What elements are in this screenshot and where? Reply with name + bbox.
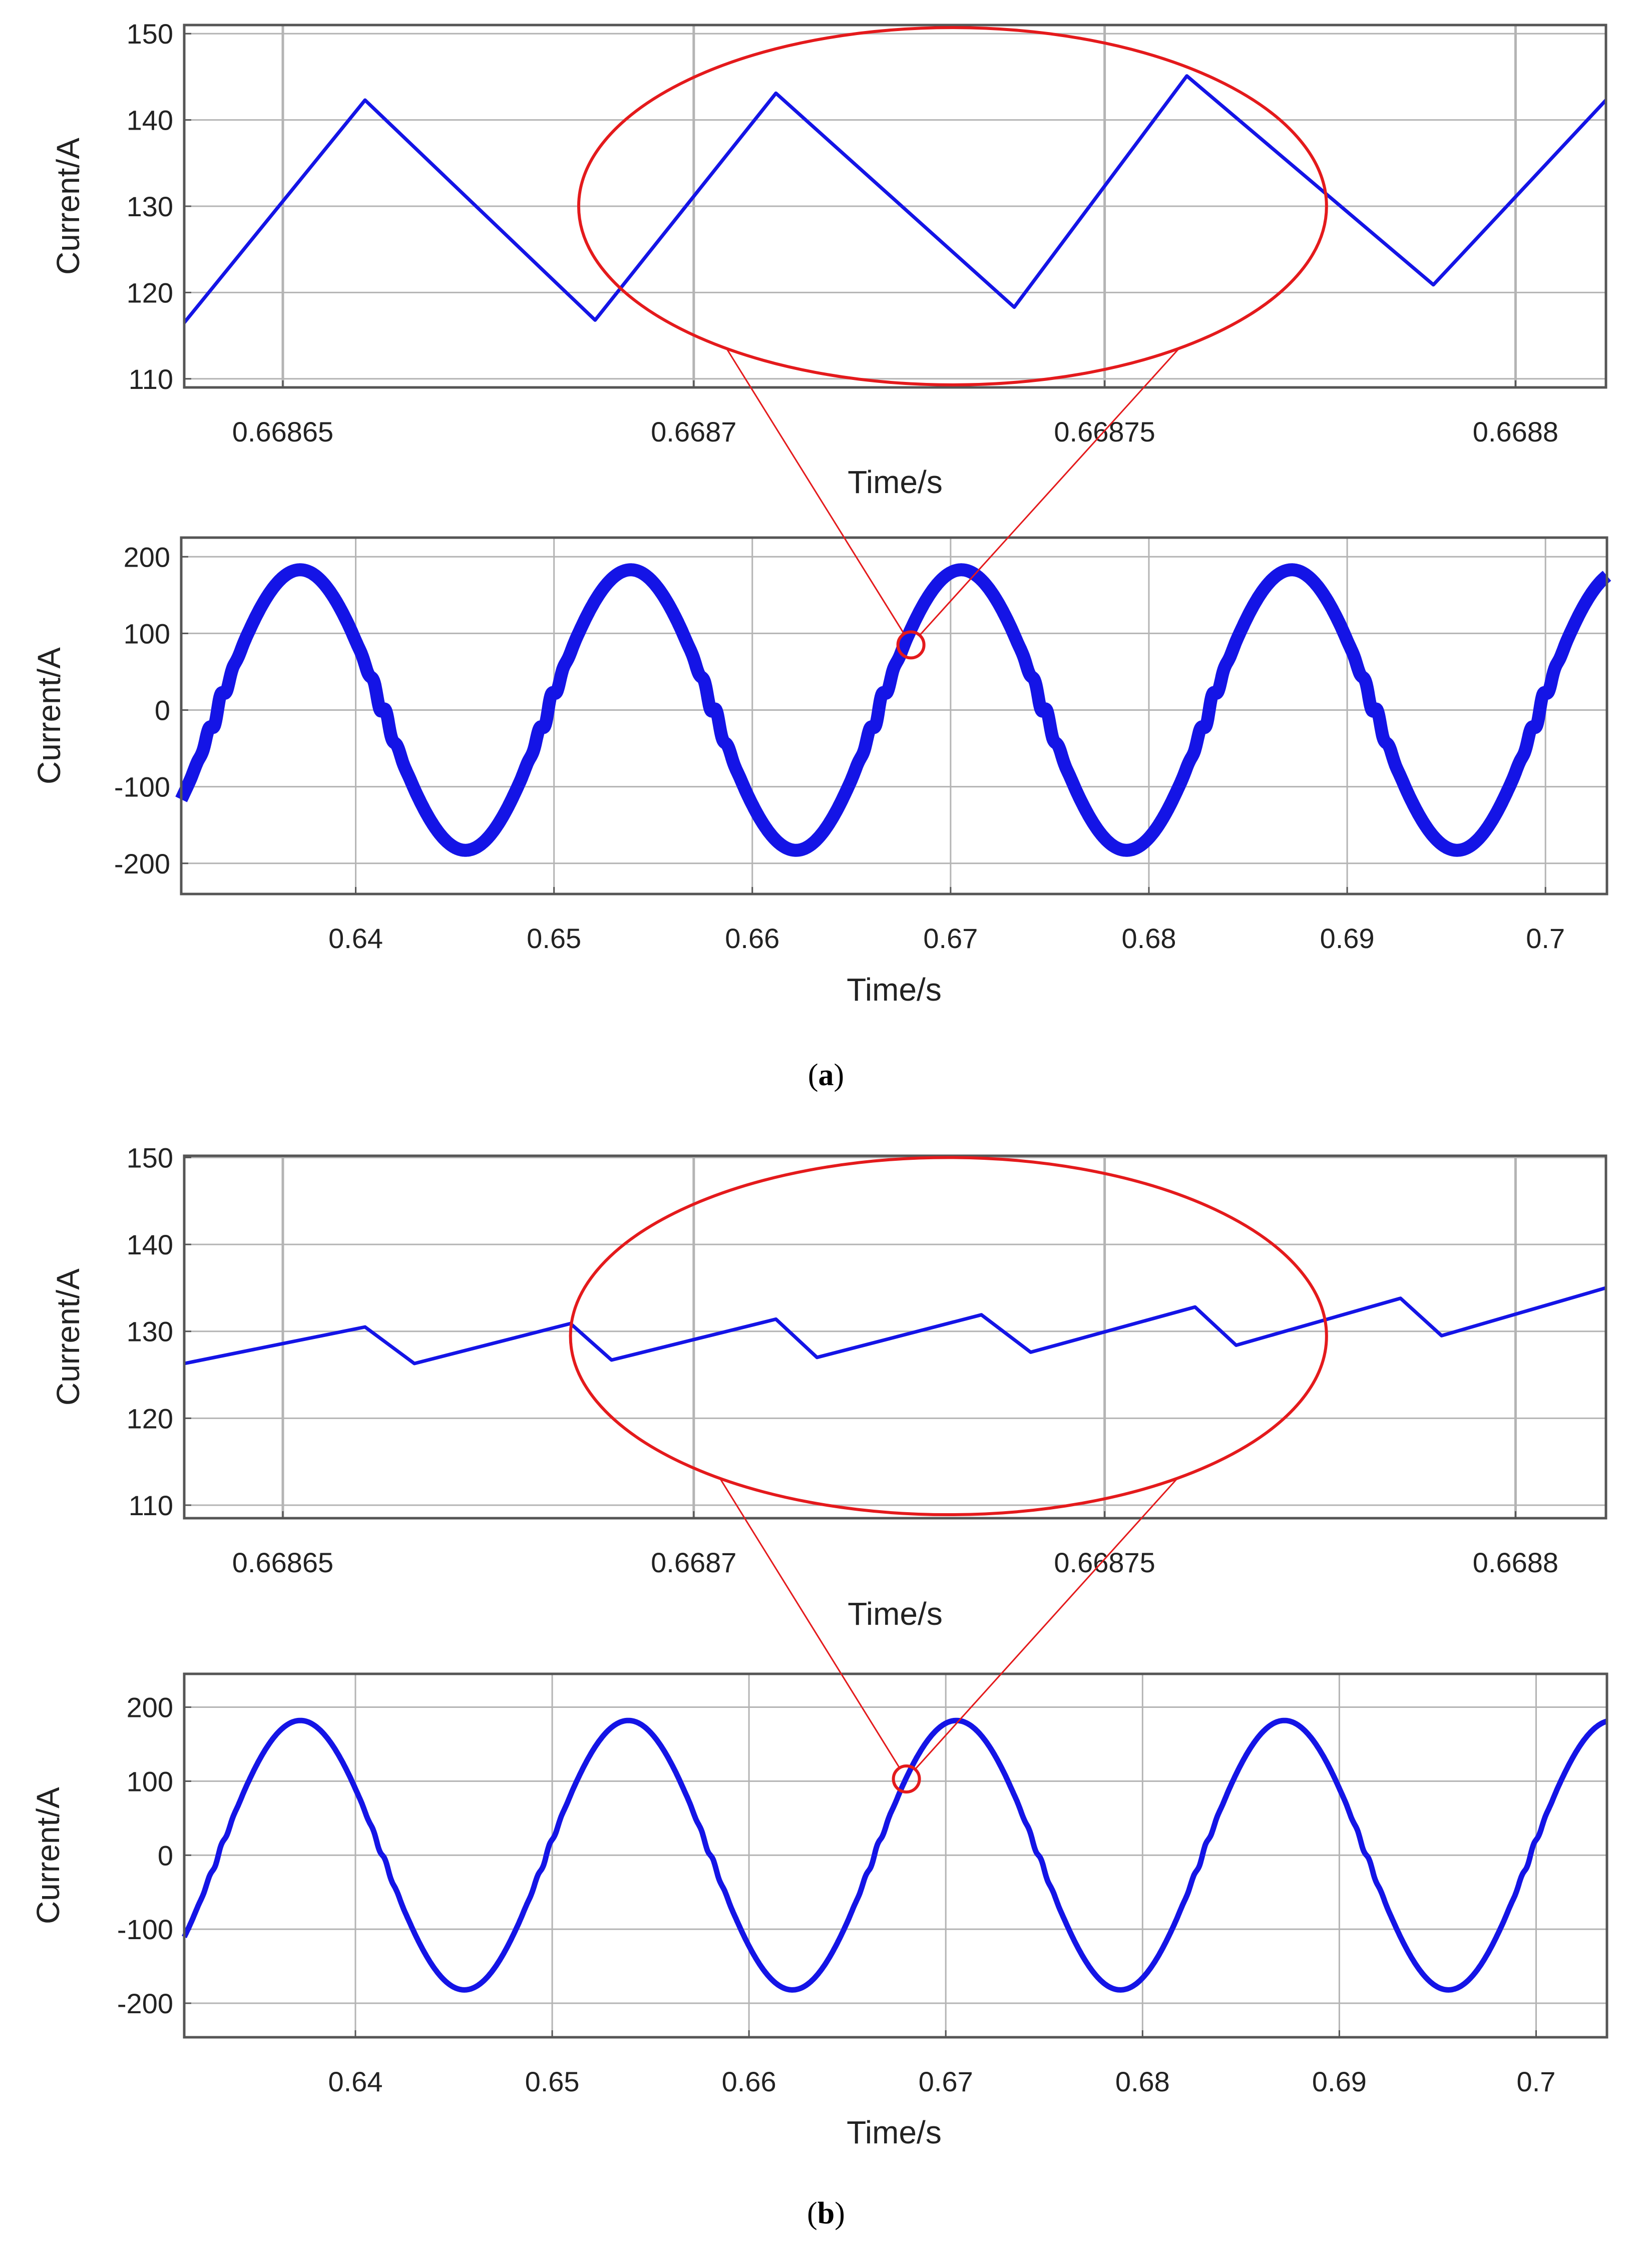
x-tick-label: 0.64 bbox=[328, 923, 383, 954]
chart-b-zoom: 0.66865 0.6687 0.66875 0.6688 110 120 130 140 15… bbox=[50, 1142, 1607, 1632]
y-tick-label: -200 bbox=[114, 848, 170, 879]
y-axis-label: Current/A bbox=[30, 1787, 66, 1924]
y-tick-label: 130 bbox=[127, 191, 173, 222]
grid-lines bbox=[184, 1156, 1606, 1518]
y-tick-label: 110 bbox=[129, 1490, 173, 1521]
x-tick-label: 0.66 bbox=[722, 2066, 776, 2097]
x-tick-label: 0.6688 bbox=[1473, 416, 1558, 447]
x-tick-label: 0.6687 bbox=[651, 416, 736, 447]
current-trace bbox=[182, 1717, 1609, 1993]
y-tick-label: 0 bbox=[155, 695, 170, 726]
current-trace bbox=[183, 74, 1607, 324]
grid-lines bbox=[184, 25, 1606, 387]
x-axis-label: Time/s bbox=[847, 2114, 942, 2150]
x-axis-label: Time/s bbox=[847, 972, 942, 1008]
y-tick-label: 100 bbox=[124, 618, 170, 649]
tick-labels: 0.64 0.65 0.66 0.67 0.68 0.69 0.7 -200 -100 0 100 2… bbox=[117, 1692, 1556, 2097]
callout-connector-line bbox=[719, 1478, 901, 1768]
x-tick-label: 0.69 bbox=[1320, 923, 1375, 954]
x-tick-label: 0.68 bbox=[1121, 923, 1176, 954]
x-tick-label: 0.64 bbox=[328, 2066, 382, 2097]
zoom-ellipse bbox=[577, 26, 1328, 386]
x-tick-label: 0.6688 bbox=[1473, 1547, 1558, 1578]
x-tick-label: 0.6687 bbox=[651, 1547, 736, 1578]
y-tick-label: 100 bbox=[127, 1765, 173, 1797]
y-tick-label: 120 bbox=[127, 277, 173, 308]
y-tick-label: 130 bbox=[127, 1316, 173, 1347]
x-axis-label: Time/s bbox=[848, 1596, 943, 1632]
caption-b: (b) bbox=[807, 2196, 845, 2230]
callout-connector-line bbox=[919, 347, 1180, 636]
x-tick-label: 0.65 bbox=[525, 2066, 580, 2097]
caption-a: (a) bbox=[808, 1058, 844, 1092]
y-tick-label: -100 bbox=[114, 771, 170, 803]
plot-frame bbox=[183, 1154, 1607, 1520]
x-tick-label: 0.66 bbox=[725, 923, 779, 954]
current-trace bbox=[184, 1286, 1606, 1366]
y-axis-label: Current/A bbox=[50, 138, 86, 275]
x-tick-label: 0.66875 bbox=[1054, 1547, 1155, 1578]
zoom-ellipse bbox=[569, 1156, 1328, 1517]
y-tick-label: 150 bbox=[127, 1142, 173, 1173]
y-tick-label: -100 bbox=[117, 1914, 173, 1945]
current-trace bbox=[175, 563, 1613, 857]
zoom-callout-a bbox=[577, 26, 1328, 660]
tick-labels: 0.64 0.65 0.66 0.67 0.68 0.69 0.7 -200 -100 0 100 2… bbox=[114, 541, 1565, 954]
x-tick-label: 0.68 bbox=[1115, 2066, 1170, 2097]
chart-a-zoom: 0.668650.66870.668750.668811012013014015… bbox=[50, 18, 1607, 500]
y-axis-label: Current/A bbox=[50, 1268, 86, 1406]
callout-connector-line bbox=[726, 348, 905, 635]
tick-labels: 0.66865 0.6687 0.66875 0.6688 110 120 130 140 15… bbox=[127, 1142, 1559, 1578]
x-tick-label: 0.65 bbox=[527, 923, 581, 954]
x-tick-label: 0.67 bbox=[919, 2066, 973, 2097]
chart-a-full: 0.64 0.65 0.66 0.67 0.68 0.69 0.7 -200 -100 0 100 2… bbox=[31, 536, 1613, 1008]
y-tick-label: 200 bbox=[127, 1692, 173, 1723]
plot-frame bbox=[183, 1672, 1608, 2039]
x-tick-label: 0.66865 bbox=[232, 1547, 333, 1578]
x-tick-label: 0.66865 bbox=[232, 416, 333, 447]
y-tick-label: -200 bbox=[117, 1988, 173, 2019]
y-tick-label: 150 bbox=[127, 18, 173, 50]
callout-connector-line bbox=[914, 1478, 1178, 1770]
y-tick-label: 140 bbox=[127, 105, 173, 136]
x-axis-label: Time/s bbox=[848, 464, 943, 500]
y-tick-label: 200 bbox=[124, 541, 170, 573]
zoom-source-circle bbox=[892, 1764, 921, 1793]
x-tick-label: 0.7 bbox=[1526, 923, 1565, 954]
y-tick-label: 140 bbox=[127, 1229, 173, 1260]
y-tick-label: 120 bbox=[127, 1403, 173, 1434]
x-tick-label: 0.69 bbox=[1312, 2066, 1367, 2097]
x-tick-label: 0.67 bbox=[923, 923, 978, 954]
y-tick-label: 0 bbox=[158, 1840, 173, 1871]
chart-b-full: 0.64 0.65 0.66 0.67 0.68 0.69 0.7 -200 -100 0 100 2… bbox=[30, 1672, 1609, 2150]
zoom-callout-b bbox=[569, 1156, 1328, 1793]
tick-labels: 0.668650.66870.668750.668811012013014015… bbox=[127, 18, 1559, 447]
plot-frame bbox=[180, 536, 1608, 895]
zoom-source-circle bbox=[896, 630, 926, 660]
y-axis-label: Current/A bbox=[31, 647, 67, 784]
x-tick-label: 0.7 bbox=[1517, 2066, 1556, 2097]
plot-frame bbox=[183, 24, 1607, 389]
plot-area bbox=[181, 538, 1607, 894]
y-tick-label: 110 bbox=[129, 363, 173, 395]
